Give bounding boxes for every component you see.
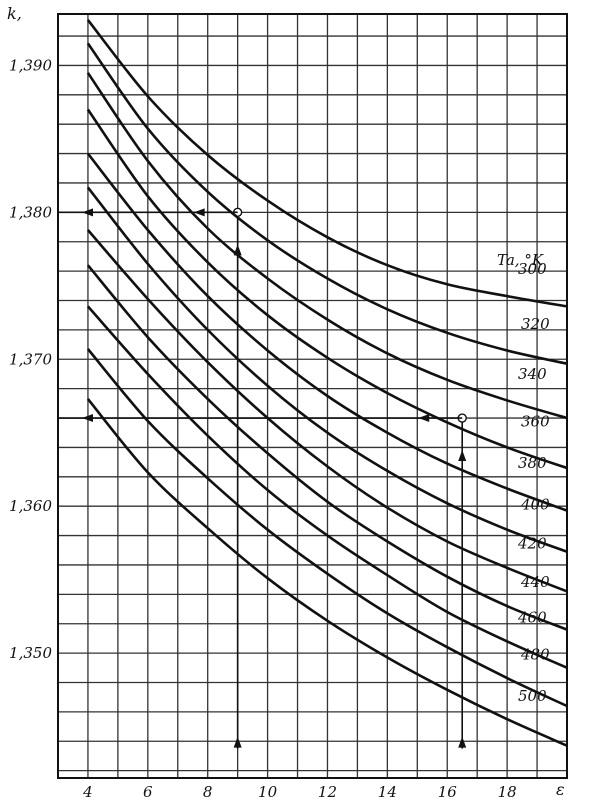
curve-300 (86, 19, 568, 308)
y-tick-label: 1,390 (9, 56, 52, 74)
x-axis-label: ε (556, 780, 565, 799)
curve-label-360: 360 (521, 413, 550, 431)
arrow-head (193, 208, 205, 217)
curve-label-420: 420 (517, 534, 547, 552)
x-tick-label: 12 (318, 783, 337, 801)
curve-label-380: 380 (518, 454, 547, 472)
x-tick-label: 16 (438, 783, 458, 801)
curve-380 (86, 152, 568, 512)
curve-400 (86, 186, 568, 553)
curve-label-400: 400 (520, 496, 550, 514)
plot-frame (57, 13, 568, 779)
series-labels: 300 320 340 360 380 400 420 440 460 480 500 (517, 260, 550, 705)
y-axis-label: k, (7, 4, 22, 23)
arrow-head (418, 414, 430, 423)
x-tick-label: 4 (82, 783, 93, 801)
arrow-head (458, 450, 467, 462)
curve-label-320: 320 (521, 315, 550, 333)
curve-500 (86, 398, 568, 747)
series-curves (86, 19, 568, 747)
curve-480 (86, 348, 568, 708)
x-axis-ticks: 4 6 8 10 12 14 16 18 (82, 783, 516, 801)
curve-360 (86, 108, 568, 470)
curve-label-300: 300 (518, 260, 547, 278)
x-tick-label: 10 (258, 783, 278, 801)
arrow-head (82, 414, 93, 423)
curve-label-440: 440 (520, 573, 550, 591)
x-tick-label: 18 (498, 783, 517, 801)
y-tick-label: 1,350 (9, 644, 52, 662)
x-tick-label: 14 (378, 783, 397, 801)
curve-label-460: 460 (517, 609, 547, 627)
curve-440 (86, 264, 568, 631)
curve-340 (86, 72, 568, 420)
curve-label-500: 500 (518, 687, 547, 705)
y-tick-label: 1,370 (9, 350, 52, 368)
arrow-head (458, 736, 467, 748)
curve-460 (86, 305, 568, 669)
y-tick-label: 1,380 (9, 203, 52, 221)
curve-320 (86, 42, 568, 365)
arrow-head (82, 208, 93, 217)
curve-label-340: 340 (518, 365, 547, 383)
x-tick-label: 6 (143, 783, 153, 801)
y-axis-ticks: 1,390 1,380 1,370 1,360 1,350 (9, 56, 52, 662)
curve-420 (86, 229, 568, 593)
y-tick-label: 1,360 (9, 497, 52, 515)
legend-title: Ta, °K (497, 251, 544, 269)
grid (57, 14, 567, 778)
arrow-head (233, 736, 242, 748)
x-tick-label: 8 (203, 783, 213, 801)
curve-label-480: 480 (520, 646, 550, 664)
